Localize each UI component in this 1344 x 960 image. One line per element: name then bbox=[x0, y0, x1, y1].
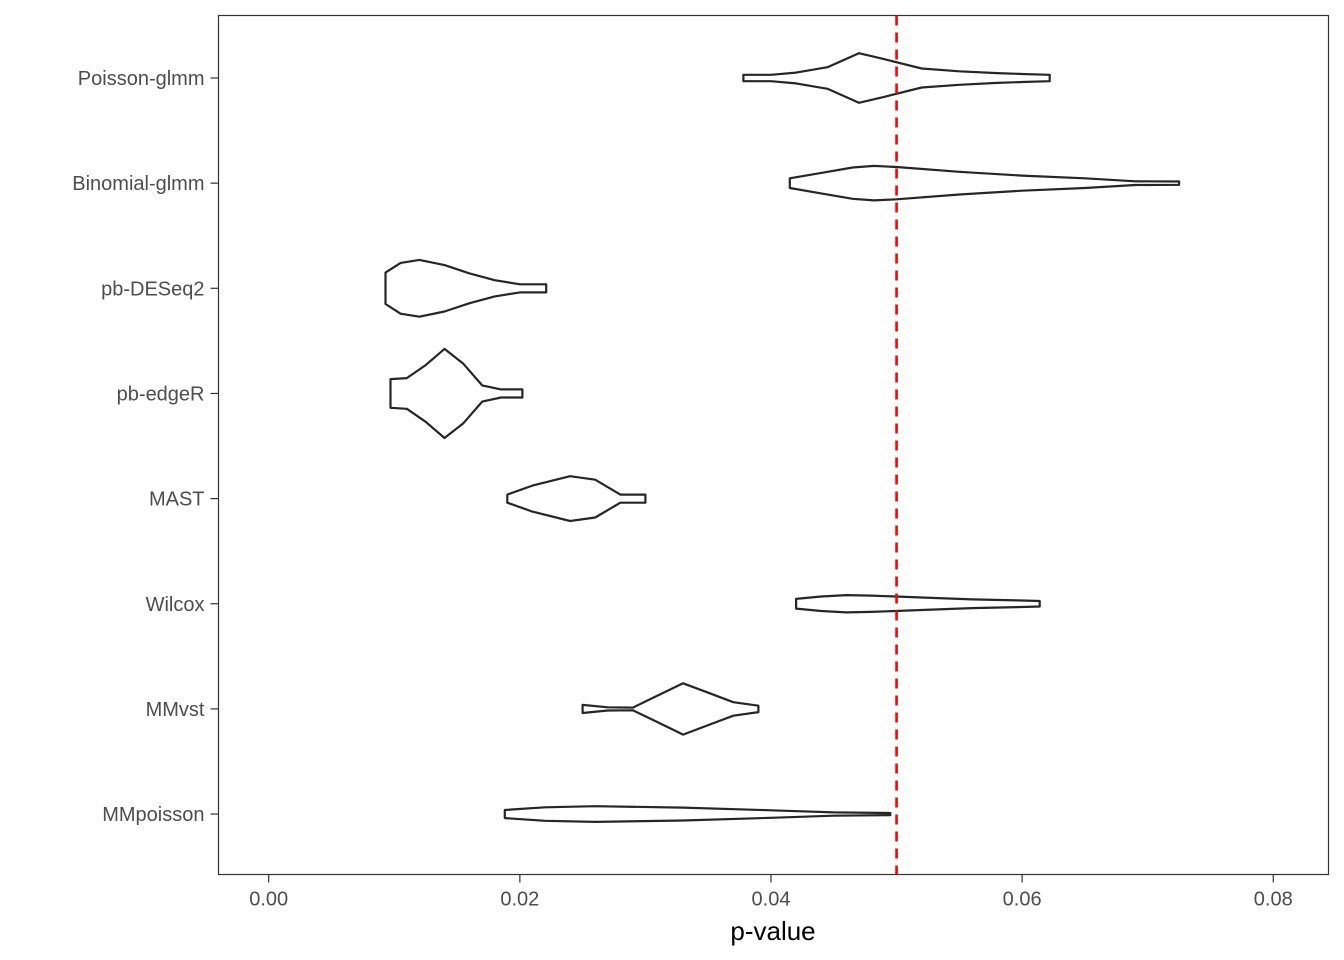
x-tick-label: 0.06 bbox=[1003, 889, 1042, 911]
plot-panel bbox=[217, 14, 1330, 876]
violin-pb-deseq2 bbox=[384, 258, 548, 318]
y-tick-label: pb-DESeq2 bbox=[101, 278, 204, 300]
y-tick-label: pb-edgeR bbox=[117, 383, 205, 405]
violin-mmvst bbox=[581, 682, 760, 736]
x-tick-label: 0.00 bbox=[249, 889, 288, 911]
y-tick-label: Poisson-glmm bbox=[78, 68, 205, 90]
y-tick-label: Binomial-glmm bbox=[72, 173, 204, 195]
violins bbox=[384, 52, 1181, 823]
y-tick-label: Wilcox bbox=[146, 594, 205, 616]
violin-poisson-glmm bbox=[742, 52, 1051, 104]
violin-mmpoisson bbox=[503, 805, 892, 823]
x-axis: 0.00 0.02 0.04 0.06 0.08 bbox=[249, 874, 1293, 911]
y-tick-label: MMpoisson bbox=[102, 804, 204, 826]
x-tick-label: 0.04 bbox=[752, 889, 791, 911]
x-tick-label: 0.08 bbox=[1254, 889, 1293, 911]
y-tick-label: MMvst bbox=[146, 699, 205, 721]
violin-binomial-glmm bbox=[788, 164, 1181, 202]
y-tick-label: MAST bbox=[149, 489, 205, 511]
violin-mast bbox=[506, 475, 647, 523]
violin-pb-edger bbox=[389, 347, 524, 440]
y-axis: Poisson-glmm Binomial-glmm pb-DESeq2 pb-edg… bbox=[72, 68, 219, 826]
x-tick-label: 0.02 bbox=[500, 889, 539, 911]
x-axis-title: p-value bbox=[730, 916, 815, 946]
violin-wilcox bbox=[795, 594, 1041, 614]
